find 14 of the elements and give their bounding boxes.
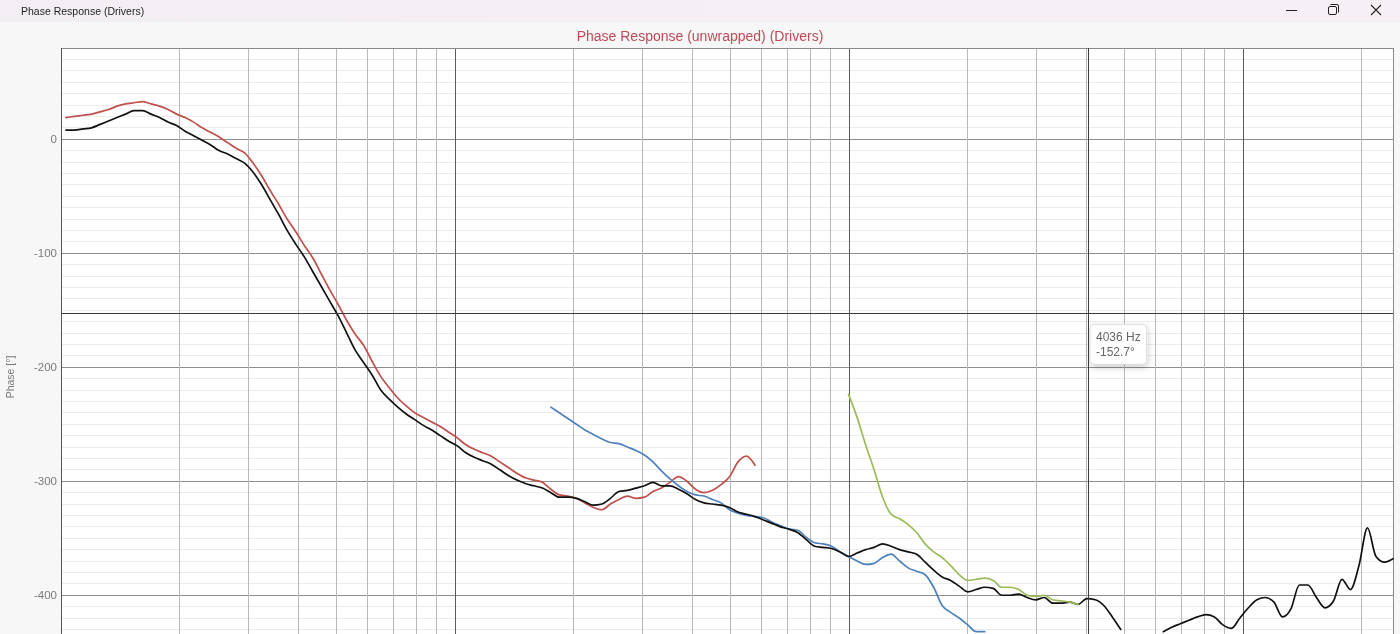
y-tick-label: 0 xyxy=(50,133,57,146)
y-tick-label: -400 xyxy=(33,589,57,602)
chart-title: Phase Response (unwrapped) (Drivers) xyxy=(576,28,824,44)
y-tick-label: -100 xyxy=(33,247,57,260)
line-series xyxy=(65,100,756,511)
line-series xyxy=(847,393,1080,606)
y-axis-title: Phase [°] xyxy=(4,355,16,399)
ref-line-label: -152.7° xyxy=(1096,345,1136,360)
line-series xyxy=(550,406,986,633)
text: Phase Response (Drivers) xyxy=(21,5,145,17)
annotation: 4036 Hz xyxy=(1096,330,1141,345)
y-tick-label: -300 xyxy=(33,475,57,488)
y-tick-label: -200 xyxy=(33,361,57,374)
line-series xyxy=(1162,527,1394,633)
